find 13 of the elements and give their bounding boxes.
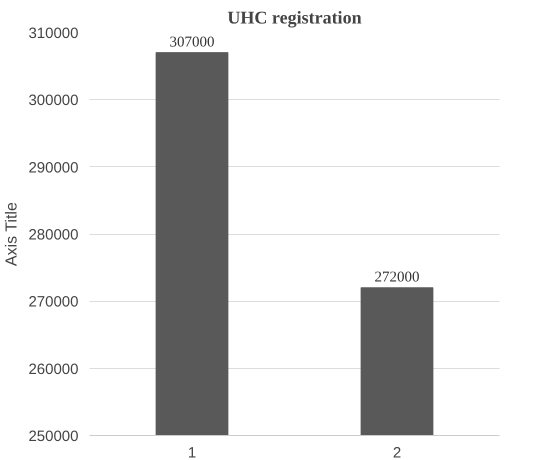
y-tick-label: 310000 <box>28 25 79 42</box>
y-tick-label: 250000 <box>28 428 79 445</box>
y-tick-label: 290000 <box>28 159 79 176</box>
y-tick-label: 260000 <box>28 360 79 378</box>
chart-title: UHC registration <box>227 8 362 28</box>
data-label: 272000 <box>374 270 420 286</box>
x-tick-label: 1 <box>188 444 196 460</box>
y-tick-label: 270000 <box>28 294 79 311</box>
y-tick-label: 280000 <box>28 226 79 244</box>
y-tick-label: 300000 <box>28 92 79 110</box>
x-tick-label: 2 <box>392 444 402 460</box>
data-label: 307000 <box>170 34 214 51</box>
y-axis-title: Axis Title <box>3 202 20 266</box>
